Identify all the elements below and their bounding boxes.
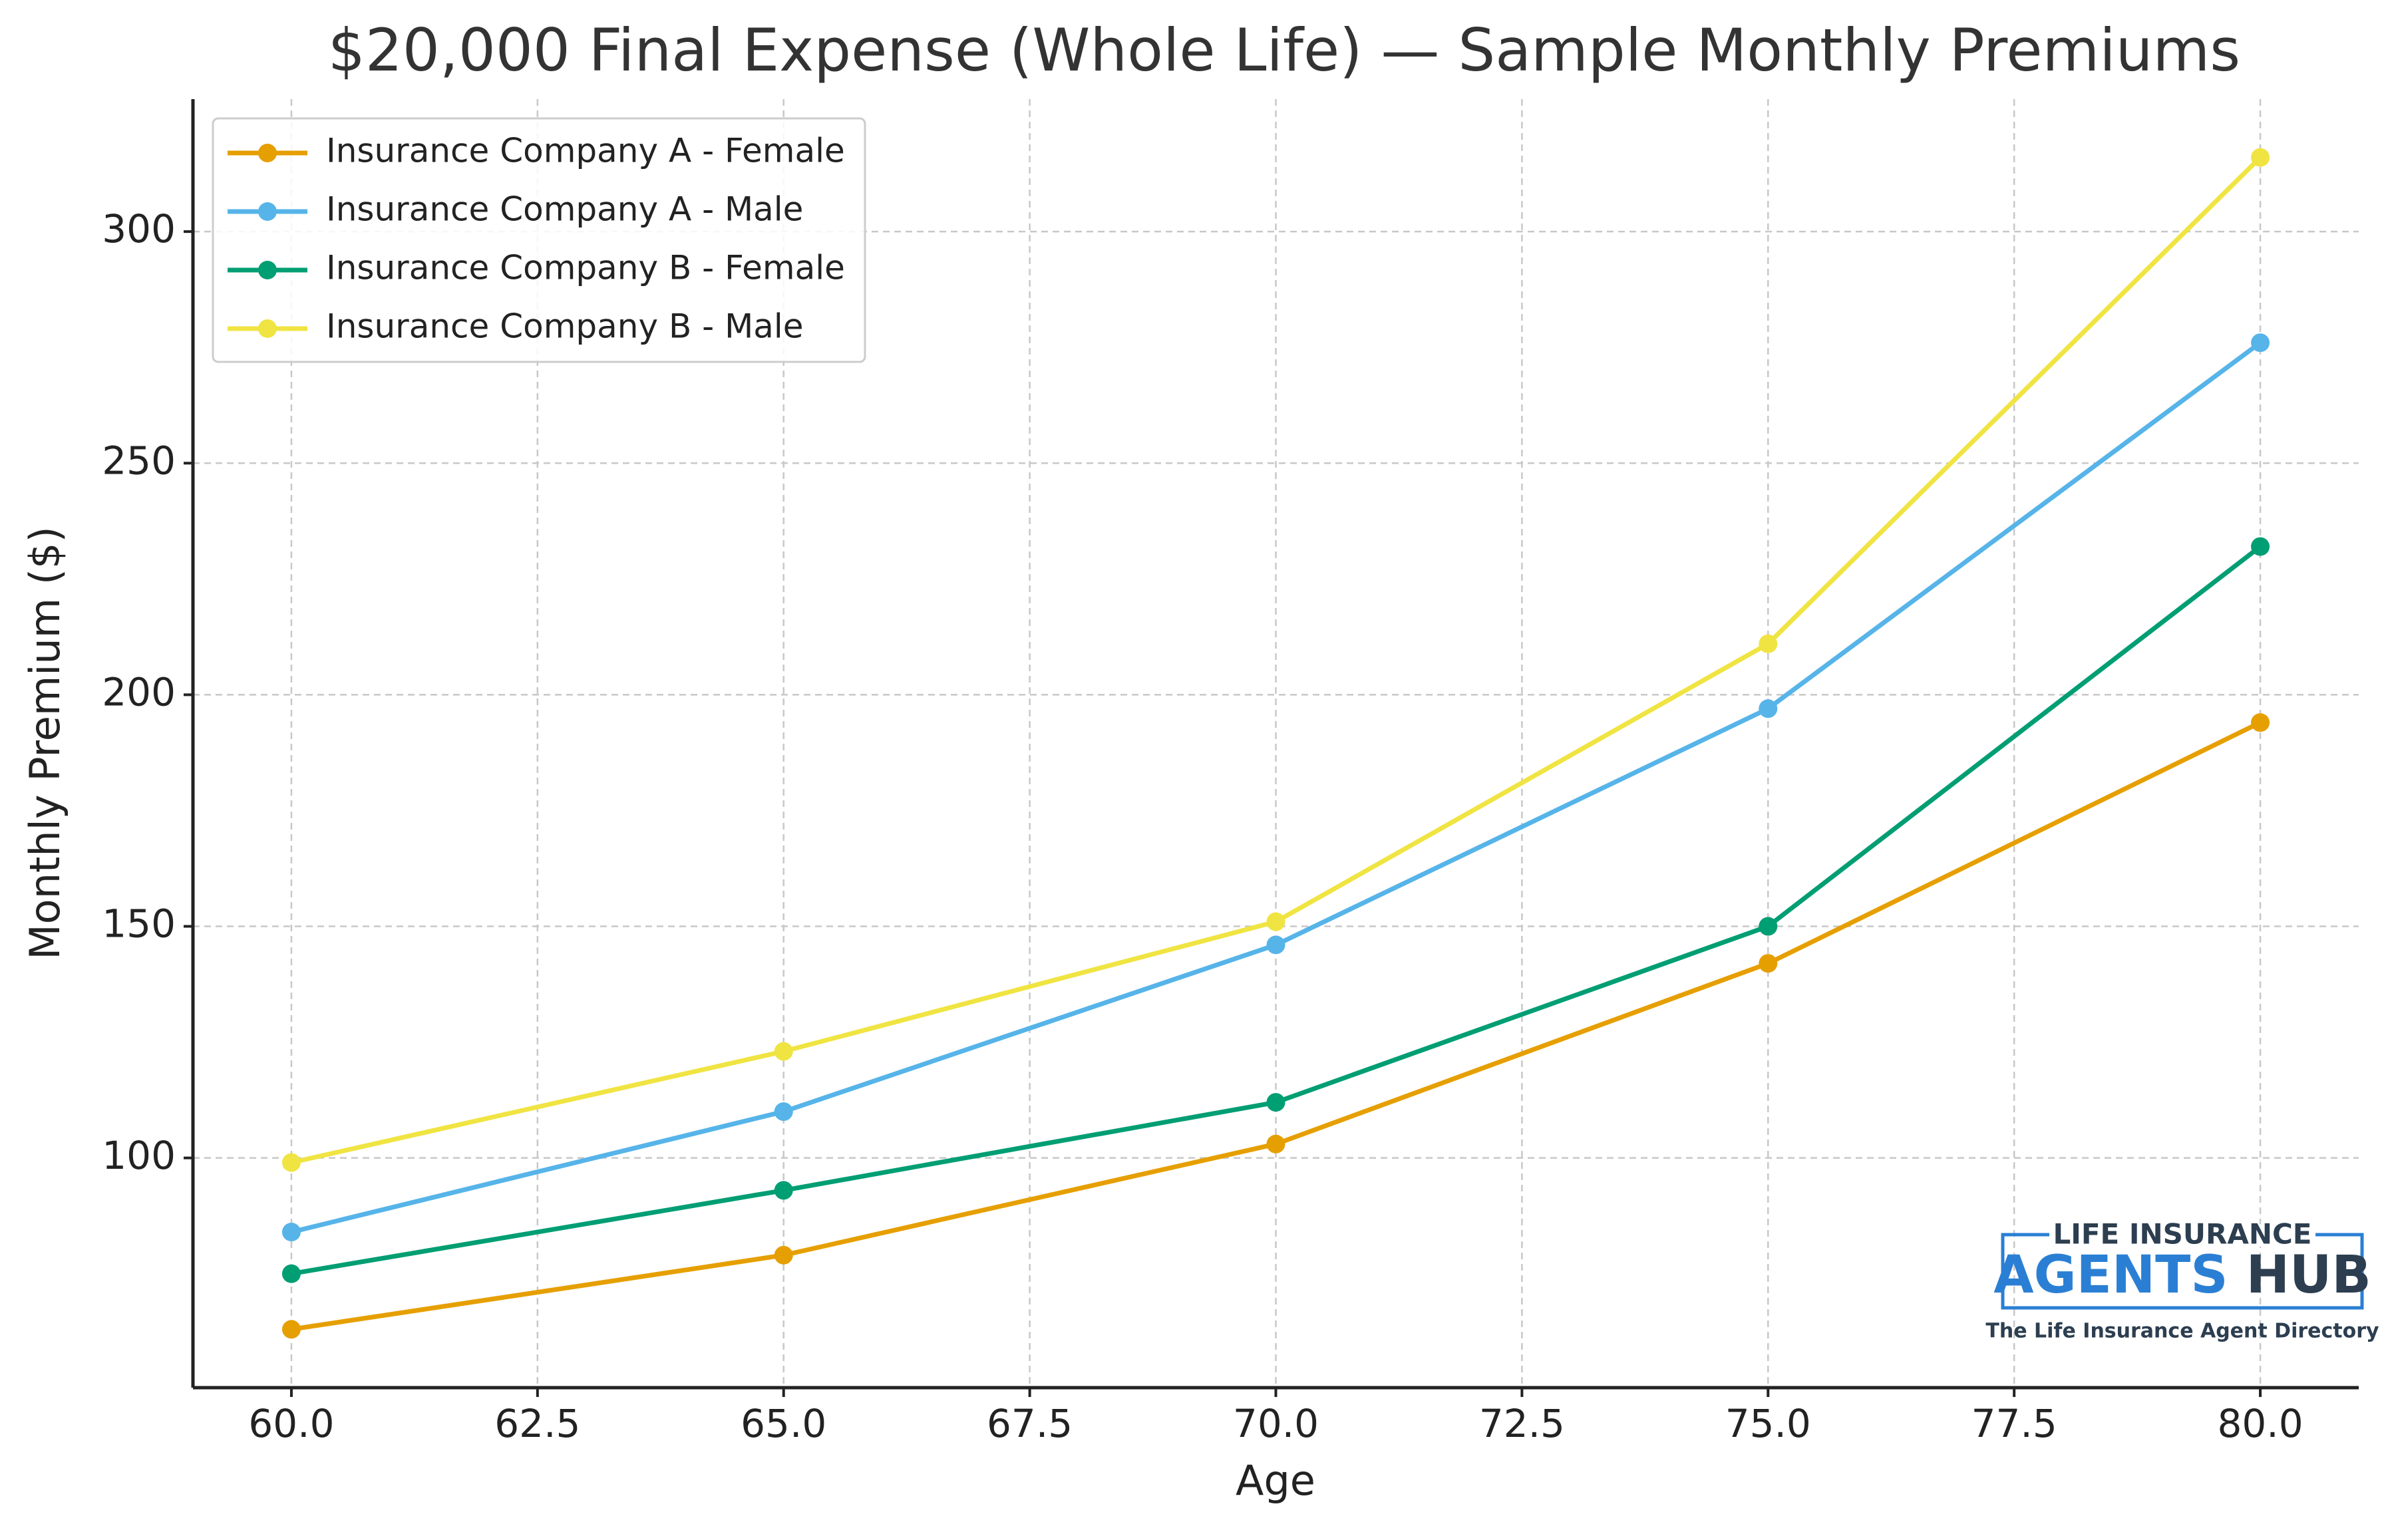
data-point — [1759, 954, 1778, 973]
y-axis-label: Monthly Premium ($) — [21, 526, 69, 959]
x-tick-label: 72.5 — [1479, 1401, 1565, 1446]
data-point — [774, 1102, 793, 1122]
legend-marker — [258, 261, 277, 279]
watermark-agents: AGENTS — [1993, 1245, 2228, 1305]
data-point — [281, 1153, 301, 1172]
data-point — [281, 1223, 301, 1242]
data-point — [281, 1264, 301, 1283]
x-tick-label: 60.0 — [248, 1401, 334, 1446]
y-tick-label: 150 — [102, 901, 176, 947]
data-point — [1266, 935, 1285, 955]
watermark-line2: AGENTS HUB — [1993, 1245, 2371, 1305]
x-tick-label: 77.5 — [1971, 1401, 2057, 1446]
legend-marker — [258, 202, 277, 221]
watermark-gap — [2049, 1224, 2315, 1247]
watermark-tagline: The Life Insurance Agent Directory — [1985, 1320, 2379, 1343]
data-point — [1759, 917, 1778, 936]
y-tick-label: 250 — [102, 438, 176, 483]
y-tick-label: 100 — [102, 1133, 176, 1178]
data-point — [2251, 148, 2270, 167]
watermark-line1: LIFE INSURANCE — [2053, 1218, 2311, 1251]
y-tick-label: 300 — [102, 206, 176, 251]
x-tick-label: 62.5 — [494, 1401, 580, 1446]
y-tick-label: 200 — [102, 670, 176, 715]
watermark-hub: HUB — [2246, 1245, 2371, 1305]
data-point — [1266, 1093, 1285, 1112]
legend-label: Insurance Company B - Male — [326, 307, 804, 346]
x-axis-label: Age — [1236, 1456, 1315, 1505]
x-tick-label: 65.0 — [741, 1401, 826, 1446]
legend-label: Insurance Company B - Female — [326, 249, 845, 287]
legend-label: Insurance Company A - Male — [326, 190, 803, 229]
legend-box — [212, 117, 866, 363]
data-point — [1759, 699, 1778, 718]
x-tick-label: 67.5 — [987, 1401, 1073, 1446]
x-tick-label: 75.0 — [1725, 1401, 1811, 1446]
legend-marker — [258, 319, 277, 338]
data-point — [281, 1320, 301, 1339]
data-point — [774, 1245, 793, 1265]
data-point — [1759, 634, 1778, 653]
legend-marker — [258, 144, 277, 162]
chart-title: $20,000 Final Expense (Whole Life) — Sam… — [328, 16, 2240, 84]
data-point — [2251, 537, 2270, 556]
legend-label: Insurance Company A - Female — [326, 132, 845, 170]
x-tick-label: 70.0 — [1233, 1401, 1319, 1446]
data-point — [2251, 713, 2270, 732]
data-point — [2251, 333, 2270, 353]
data-point — [1266, 912, 1285, 931]
data-point — [1266, 1134, 1285, 1154]
x-tick-label: 80.0 — [2217, 1401, 2303, 1446]
data-point — [774, 1042, 793, 1061]
data-point — [774, 1181, 793, 1200]
